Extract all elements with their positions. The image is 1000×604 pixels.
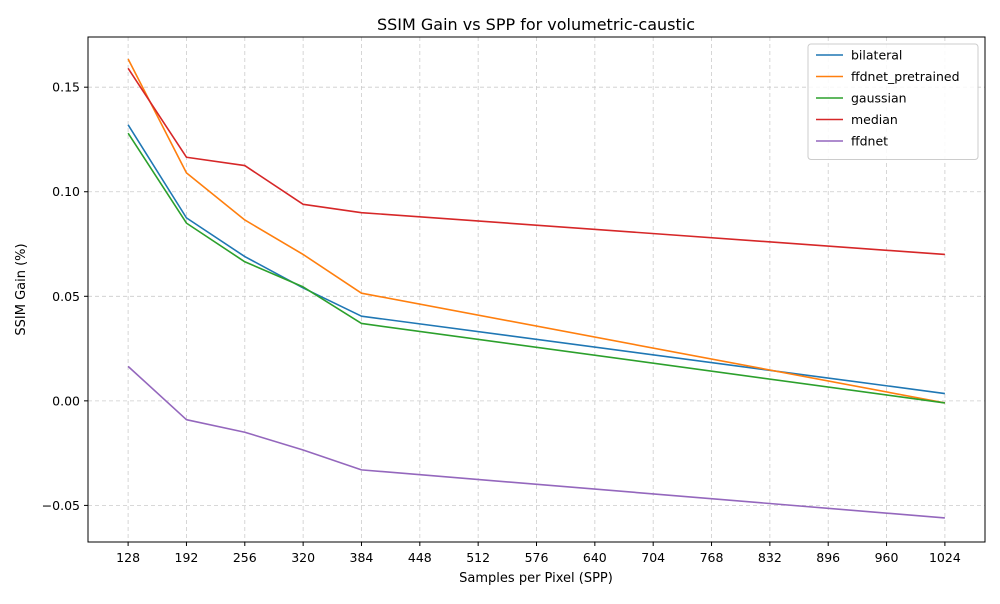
y-axis: −0.05 0.00 0.05 0.10 0.15 — [42, 80, 88, 513]
series-line-median — [127, 67, 945, 256]
x-tick-label: 448 — [408, 550, 432, 565]
y-tick-label: 0.05 — [52, 289, 80, 304]
x-tick-label: 192 — [175, 550, 199, 565]
x-tick-label: 320 — [291, 550, 315, 565]
x-tick-label: 1024 — [929, 550, 961, 565]
x-axis: 128 192 256 320 384 448 512 576 640 704 768 832 896 9… — [116, 542, 961, 565]
x-tick-label: 896 — [816, 550, 840, 565]
x-tick-label: 640 — [583, 550, 607, 565]
legend-label-ffdnet-pretrained: ffdnet_pretrained — [851, 69, 960, 84]
series-line-gaussian — [127, 132, 945, 404]
series-lines — [127, 58, 946, 519]
x-tick-label: 832 — [758, 550, 782, 565]
y-axis-label: SSIM Gain (%) — [14, 243, 29, 335]
y-tick-label: 0.10 — [52, 184, 80, 199]
series-line-ffdnet-pretrained — [127, 58, 946, 404]
grid — [88, 37, 985, 542]
x-tick-label: 576 — [525, 550, 549, 565]
y-tick-label: 0.15 — [52, 80, 80, 95]
legend-box — [807, 43, 979, 160]
series-line-ffdnet — [127, 365, 945, 519]
x-tick-label: 768 — [700, 550, 724, 565]
x-tick-label: 704 — [641, 550, 665, 565]
chart-title: SSIM Gain vs SPP for volumetric-caustic — [377, 15, 695, 34]
legend-label-median: median — [851, 112, 898, 127]
x-tick-label: 512 — [466, 550, 490, 565]
legend-label-bilateral: bilateral — [851, 48, 902, 63]
y-tick-label: −0.05 — [42, 498, 80, 513]
x-axis-label: Samples per Pixel (SPP) — [459, 571, 613, 586]
y-tick-label: 0.00 — [52, 393, 80, 408]
x-tick-label: 384 — [350, 550, 374, 565]
x-tick-label: 960 — [875, 550, 899, 565]
series-line-bilateral — [127, 124, 945, 395]
legend: bilateral ffdnet_pretrained gaussian median… — [807, 43, 979, 160]
legend-label-gaussian: gaussian — [851, 91, 907, 106]
x-tick-label: 256 — [233, 550, 257, 565]
x-tick-label: 128 — [116, 550, 140, 565]
legend-label-ffdnet: ffdnet — [851, 134, 888, 149]
